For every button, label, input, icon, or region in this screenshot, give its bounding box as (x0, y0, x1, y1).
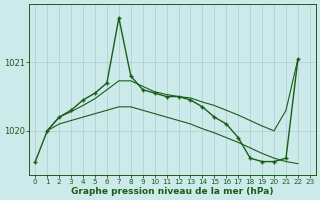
X-axis label: Graphe pression niveau de la mer (hPa): Graphe pression niveau de la mer (hPa) (71, 187, 274, 196)
